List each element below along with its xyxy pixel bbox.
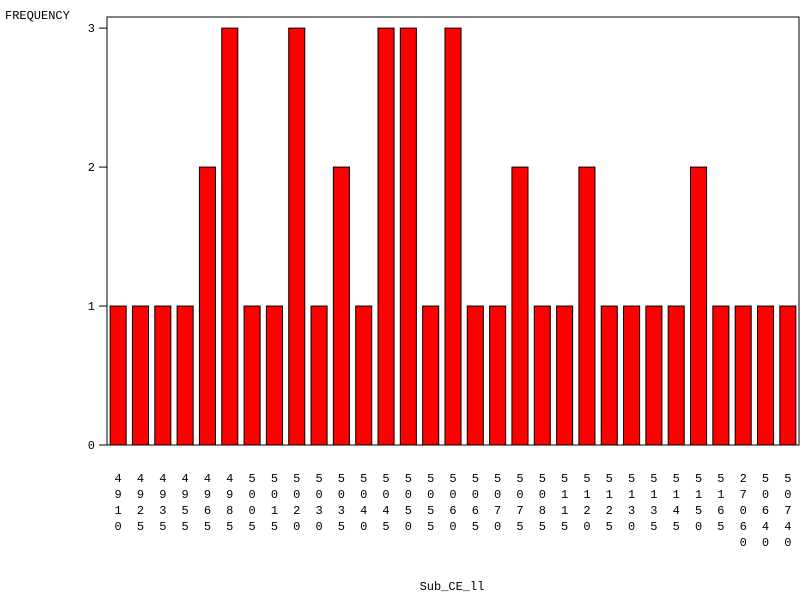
- bar: [221, 27, 239, 446]
- bar: [623, 305, 641, 446]
- bar: [332, 166, 350, 446]
- bar: [511, 166, 529, 446]
- x-axis-label: Sub_CE_ll: [420, 580, 485, 594]
- bar: [533, 305, 551, 446]
- bar: [310, 305, 328, 446]
- bar: [734, 305, 752, 446]
- y-tick-label: 0: [88, 439, 95, 453]
- bar: [377, 27, 395, 446]
- bar: [756, 305, 775, 446]
- y-tick-label: 3: [88, 22, 95, 36]
- bar: [198, 166, 216, 446]
- bar: [466, 305, 484, 446]
- y-axis-label: FREQUENCY: [5, 9, 70, 23]
- bar: [154, 305, 172, 446]
- y-tick-label: 2: [88, 161, 95, 175]
- bar: [690, 166, 708, 446]
- bar: [131, 305, 150, 446]
- bar: [779, 305, 797, 446]
- bar: [288, 27, 306, 446]
- bar: [176, 305, 194, 446]
- bar: [355, 305, 373, 446]
- bar: [600, 305, 618, 446]
- bar: [489, 305, 507, 446]
- bar: [399, 27, 417, 446]
- bar: [243, 305, 261, 446]
- bar: [109, 305, 127, 446]
- bar: [578, 166, 596, 446]
- bar: [422, 305, 440, 446]
- bar: [444, 27, 462, 446]
- bar: [265, 305, 283, 446]
- bar: [712, 305, 730, 446]
- bar: [556, 305, 574, 446]
- bar: [645, 305, 663, 446]
- bar: [667, 305, 685, 446]
- y-tick-label: 1: [88, 300, 95, 314]
